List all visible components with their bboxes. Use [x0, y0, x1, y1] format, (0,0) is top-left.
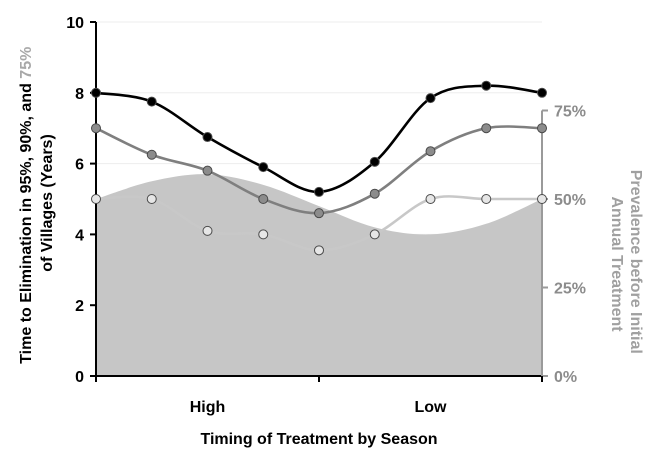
- series-point-s95: [314, 186, 324, 197]
- series-point-s75: [481, 194, 492, 204]
- series-point-s95: [91, 87, 101, 98]
- left-tick-label: 4: [75, 227, 84, 244]
- series-point-s90: [425, 146, 436, 157]
- left-tick-label: 8: [75, 86, 84, 103]
- series-point-s95: [537, 87, 547, 98]
- right-tick-label: 0%: [554, 369, 577, 386]
- series-point-s75: [369, 229, 380, 240]
- series-point-s95: [202, 132, 213, 143]
- series-point-s90: [91, 123, 101, 134]
- series-line-s95: [95, 84, 543, 194]
- series-point-s75: [258, 229, 269, 240]
- series-point-s95: [369, 156, 380, 167]
- left-axis-title-line2: of Villages (Years): [39, 134, 56, 272]
- right-axis-title-line2: Annual Treatment: [608, 196, 625, 332]
- x-category-label: High: [190, 399, 226, 416]
- left-tick-label: 2: [75, 298, 84, 315]
- x-axis-title: Timing of Treatment by Season: [200, 431, 437, 448]
- series-point-s95: [425, 93, 436, 104]
- series-point-s75: [537, 194, 547, 204]
- right-axis-title-line1: Prevalence before Initial: [627, 170, 644, 354]
- series-point-s95: [481, 80, 492, 91]
- series-point-s90: [537, 123, 547, 134]
- left-axis-title-line1: Time to Elimination in 95%, 90%, and 75%: [18, 47, 35, 364]
- left-tick-label: 10: [66, 15, 84, 32]
- prevalence-area: [96, 174, 542, 376]
- series-point-s90: [146, 149, 157, 160]
- right-tick-label: 25%: [554, 281, 586, 298]
- series-point-s90: [202, 165, 213, 176]
- series-point-s75: [425, 194, 436, 204]
- series-point-s75: [202, 225, 213, 236]
- series-point-s75: [91, 194, 101, 204]
- right-axis-title: Prevalence before Initial Annual Treatme…: [608, 170, 644, 359]
- series-point-s90: [258, 194, 269, 204]
- series-point-s75: [146, 194, 157, 204]
- series-point-s95: [258, 162, 269, 173]
- right-tick-label: 50%: [554, 192, 586, 209]
- left-tick-label: 6: [75, 157, 84, 174]
- series-point-s90: [369, 188, 380, 199]
- x-category-label: Low: [415, 399, 448, 416]
- series-point-s90: [481, 123, 492, 134]
- series-layer: [91, 80, 547, 256]
- left-axis-title: Time to Elimination in 95%, 90%, and 75%…: [18, 42, 56, 364]
- series-point-s90: [314, 208, 324, 219]
- left-axis-title-part: 75%: [18, 47, 35, 79]
- right-tick-label: 75%: [554, 104, 586, 121]
- x-axis-ticks: High Low: [95, 376, 543, 416]
- right-axis-ticks: 0% 25% 50% 75%: [542, 104, 586, 386]
- series-point-s75: [314, 245, 324, 256]
- left-axis-title-part: Time to Elimination in 95%, 90%, and: [18, 79, 35, 364]
- series-point-s95: [146, 96, 157, 107]
- left-tick-label: 0: [75, 369, 84, 386]
